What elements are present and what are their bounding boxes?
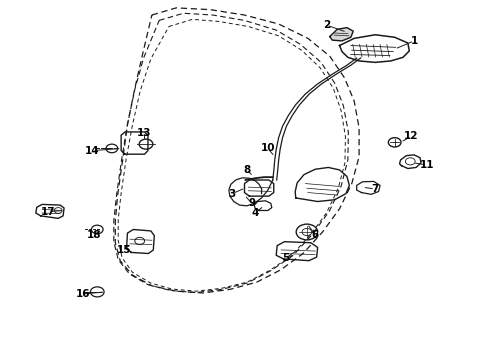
Text: 14: 14 [85,145,100,156]
Text: 17: 17 [41,207,56,217]
Text: 13: 13 [137,128,151,138]
Text: 3: 3 [228,189,235,199]
Text: 5: 5 [282,253,289,263]
Text: 12: 12 [403,131,418,141]
Text: 18: 18 [87,230,102,239]
Text: 6: 6 [311,230,318,239]
Text: 9: 9 [248,198,255,208]
Text: 4: 4 [251,208,258,218]
Text: 7: 7 [371,184,378,194]
Text: 1: 1 [410,36,417,46]
Text: 11: 11 [419,160,434,170]
Text: 16: 16 [75,289,90,299]
Text: 8: 8 [243,165,250,175]
Text: 10: 10 [260,143,275,153]
Text: 2: 2 [322,20,329,30]
Polygon shape [329,28,352,41]
Text: 15: 15 [116,245,131,255]
